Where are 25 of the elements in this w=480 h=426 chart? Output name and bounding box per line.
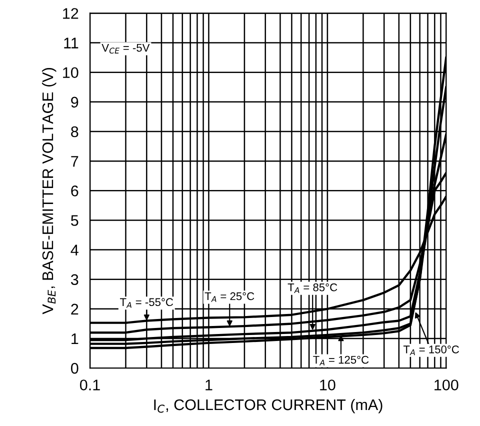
- x-tick-label: 1: [206, 380, 212, 390]
- y-tick-label: 10: [63, 67, 78, 78]
- annotation: T$_{A}$ = -55°C: [120, 298, 174, 308]
- y-tick-label: 2: [71, 304, 78, 314]
- annotation: T$_{A}$ = 125°C: [313, 356, 369, 366]
- x-tick-label: 0.1: [80, 380, 100, 390]
- y-tick-label: 8: [71, 126, 78, 138]
- annotation: T$_{A}$ = 25°C: [204, 292, 254, 302]
- y-tick-label: 6: [71, 186, 78, 196]
- annotation: T$_{A}$ = 150°C: [403, 346, 459, 356]
- y-axis-title: V$_{BE}$, BASE-EMITTER VOLTAGE (V): [42, 68, 56, 314]
- y-tick-label: 3: [70, 274, 78, 286]
- y-tick-label: 12: [63, 8, 78, 19]
- x-tick-label: 100: [434, 380, 458, 390]
- y-tick-label: 1: [72, 334, 78, 344]
- y-tick-label: 11: [64, 38, 78, 48]
- y-tick-label: 7: [71, 156, 78, 167]
- x-tick-label: 10: [320, 380, 336, 390]
- y-tick-label: 4: [70, 244, 78, 256]
- y-tick-label: 5: [71, 215, 78, 226]
- y-tick-label: 0: [70, 362, 78, 374]
- x-axis-title: I$_{C}$, COLLECTOR CURRENT (mA): [154, 398, 382, 414]
- annotation: T$_{A}$ = 85°C: [288, 283, 338, 293]
- annotation: V$_{CE}$ = -5V: [102, 44, 150, 54]
- y-tick-label: 9: [71, 96, 78, 108]
